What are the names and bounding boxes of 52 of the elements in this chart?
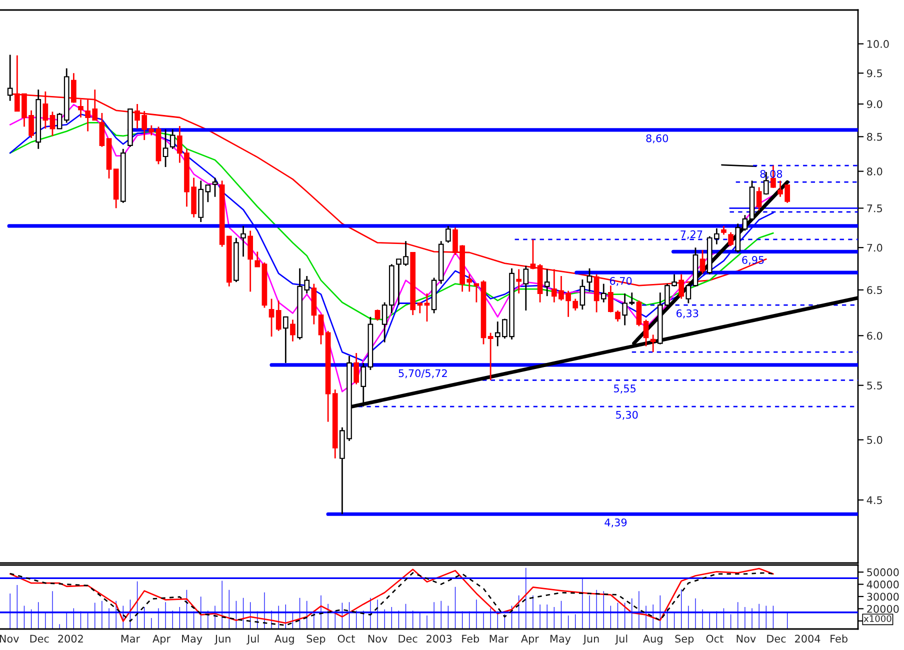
y-tick-label: 9.5 bbox=[866, 69, 882, 78]
x-tick-label: Mar bbox=[121, 634, 140, 643]
y-tick-label: 6.0 bbox=[867, 332, 882, 340]
text: x1000 bbox=[864, 615, 892, 622]
annotation: 5,70/5,72 bbox=[398, 369, 447, 378]
x-tick-label: Jun bbox=[214, 634, 230, 645]
x-tick-label: Oct bbox=[338, 634, 355, 643]
x-tick-label: Aug bbox=[274, 634, 294, 645]
x-tick-label: Feb bbox=[830, 634, 848, 643]
x-tick-label: 2004 bbox=[795, 634, 820, 643]
x-tick-label: Jul bbox=[614, 634, 628, 645]
x-tick-label: Feb bbox=[462, 634, 480, 643]
x-tick-label: Sep bbox=[306, 634, 326, 645]
y-tick-label: 30000 bbox=[867, 592, 899, 601]
annotation: 6,33 bbox=[676, 309, 698, 318]
y-tick-label: 6.5 bbox=[867, 286, 882, 294]
y-tick-label: 50000 bbox=[867, 568, 899, 576]
x-tick-label: Mar bbox=[490, 634, 508, 643]
x-tick-label: Sep bbox=[675, 634, 694, 645]
x-tick-label: May bbox=[182, 634, 202, 645]
annotation: 4,39 bbox=[604, 518, 627, 528]
annotation: 7,27 bbox=[680, 230, 702, 240]
x-tick-label: Jul bbox=[246, 634, 259, 645]
annotation: 5,55 bbox=[614, 384, 636, 394]
y-tick-label: 9.0 bbox=[866, 100, 882, 108]
x-tick-label: Oct bbox=[706, 634, 724, 643]
x-tick-label: May bbox=[550, 634, 571, 645]
x-tick-label: Nov bbox=[736, 634, 756, 643]
y-tick-label: 7.5 bbox=[867, 204, 882, 212]
x-tick-label: Apr bbox=[521, 634, 539, 645]
x-tick-label: Aug bbox=[643, 634, 662, 645]
annotation: 8,60 bbox=[646, 134, 668, 144]
y-tick-label: 10.0 bbox=[867, 40, 889, 48]
x-tick-label: Apr bbox=[152, 634, 171, 645]
x-tick-label: Dec bbox=[767, 634, 786, 643]
x-tick-label: Nov bbox=[368, 634, 388, 643]
x-tick-label: Jun bbox=[582, 634, 599, 645]
y-tick-label: 5.0 bbox=[867, 436, 882, 444]
x-tick-label: Nov bbox=[0, 634, 19, 643]
y-tick-label: 5.5 bbox=[867, 382, 882, 390]
annotation: 5,30 bbox=[616, 410, 638, 420]
y-tick-label: 8.5 bbox=[867, 132, 882, 141]
x-tick-label: 2003 bbox=[426, 634, 452, 643]
y-tick-label: 7.0 bbox=[867, 244, 882, 252]
x-tick-label: Dec bbox=[30, 634, 49, 643]
y-tick-label: 8.0 bbox=[867, 168, 882, 176]
x-tick-label: 2002 bbox=[58, 634, 83, 643]
y-tick-label: 20000 bbox=[867, 604, 899, 613]
annotation: 6,95 bbox=[742, 256, 764, 265]
y-tick-label: 4.5 bbox=[866, 496, 882, 504]
y-tick-label: 40000 bbox=[866, 580, 899, 588]
x-tick-label: Dec bbox=[398, 634, 418, 643]
